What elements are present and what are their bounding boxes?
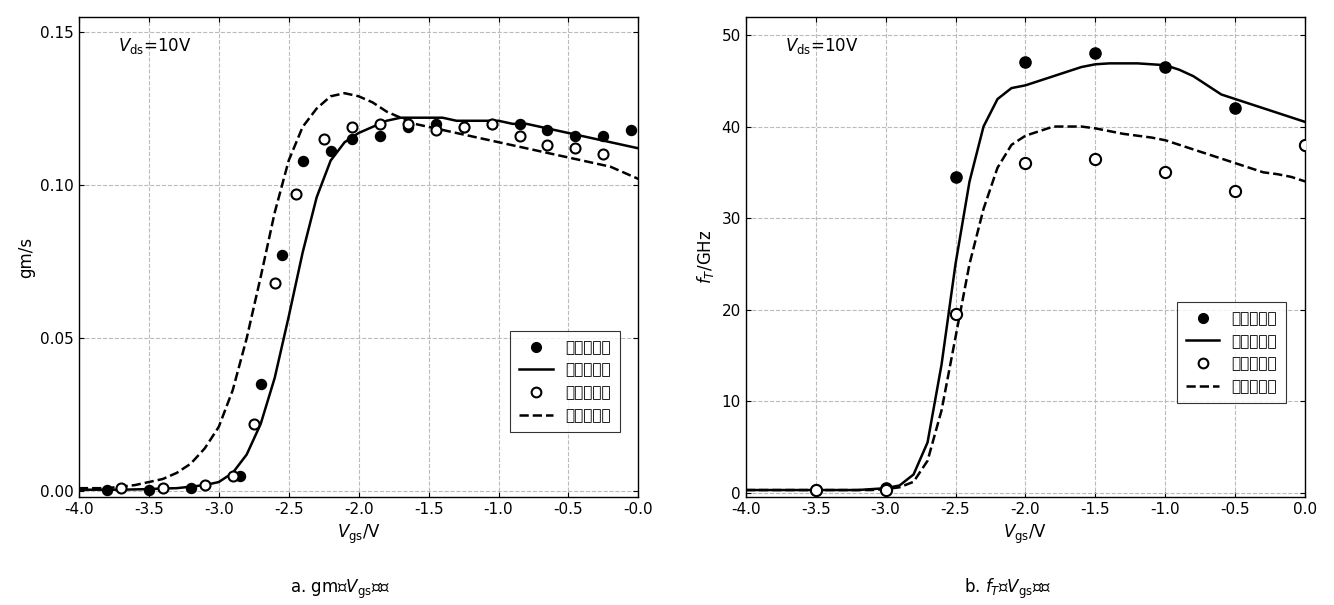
- Point: [1155, 62, 1177, 72]
- Point: [875, 485, 896, 495]
- Point: [944, 172, 966, 182]
- Point: [804, 485, 826, 495]
- Point: [1015, 57, 1037, 67]
- Point: [426, 119, 447, 129]
- Point: [180, 483, 201, 493]
- Point: [229, 471, 251, 481]
- Point: [342, 122, 363, 132]
- Point: [370, 119, 391, 129]
- Y-axis label: $f_T$/GHz: $f_T$/GHz: [695, 230, 716, 284]
- Y-axis label: gm/s: gm/s: [16, 237, 35, 278]
- Point: [508, 131, 530, 141]
- Point: [249, 379, 271, 389]
- Legend: 单场板测试, 单场板俺真, 双场板测试, 双场板俺真: 单场板测试, 单场板俺真, 双场板测试, 双场板俺真: [1177, 302, 1286, 403]
- Point: [1085, 48, 1106, 58]
- Point: [292, 155, 313, 165]
- Point: [243, 419, 264, 429]
- Point: [1225, 186, 1246, 195]
- Point: [480, 119, 502, 129]
- Point: [152, 483, 173, 493]
- Point: [875, 483, 896, 493]
- X-axis label: $V_\mathrm{gs}$/V: $V_\mathrm{gs}$/V: [1003, 523, 1047, 546]
- Point: [1085, 154, 1106, 163]
- Point: [804, 485, 826, 495]
- Point: [313, 134, 335, 144]
- Point: [264, 278, 285, 288]
- Point: [221, 471, 243, 481]
- Point: [592, 149, 614, 159]
- Point: [285, 189, 307, 199]
- Legend: 单场板测试, 单场板俺真, 双场板测试, 双场板俺真: 单场板测试, 单场板俺真, 双场板测试, 双场板俺真: [510, 331, 619, 432]
- Point: [1294, 140, 1315, 149]
- Point: [564, 143, 586, 153]
- Point: [508, 119, 530, 129]
- Point: [1155, 168, 1177, 177]
- Point: [620, 125, 642, 135]
- Point: [320, 146, 342, 156]
- Point: [1225, 103, 1246, 113]
- Point: [536, 125, 558, 135]
- X-axis label: $V_\mathrm{gs}$/V: $V_\mathrm{gs}$/V: [336, 523, 380, 546]
- Point: [139, 485, 160, 494]
- Point: [536, 140, 558, 150]
- Text: $V_\mathrm{ds}$=10V: $V_\mathrm{ds}$=10V: [784, 36, 859, 56]
- Point: [271, 250, 292, 260]
- Point: [342, 134, 363, 144]
- Point: [398, 119, 419, 129]
- Text: a. gm随$V_\mathrm{gs}$变化: a. gm随$V_\mathrm{gs}$变化: [289, 578, 391, 601]
- Point: [111, 483, 132, 493]
- Point: [452, 122, 474, 132]
- Point: [1294, 140, 1315, 149]
- Point: [426, 125, 447, 135]
- Point: [944, 309, 966, 319]
- Point: [480, 119, 502, 129]
- Point: [592, 131, 614, 141]
- Point: [96, 485, 117, 494]
- Point: [398, 122, 419, 132]
- Point: [193, 480, 215, 490]
- Text: $V_\mathrm{ds}$=10V: $V_\mathrm{ds}$=10V: [117, 36, 192, 56]
- Point: [452, 122, 474, 132]
- Point: [1015, 159, 1037, 168]
- Text: b. $f_T$随$V_\mathrm{gs}$变化: b. $f_T$随$V_\mathrm{gs}$变化: [963, 577, 1051, 601]
- Point: [370, 131, 391, 141]
- Point: [564, 131, 586, 141]
